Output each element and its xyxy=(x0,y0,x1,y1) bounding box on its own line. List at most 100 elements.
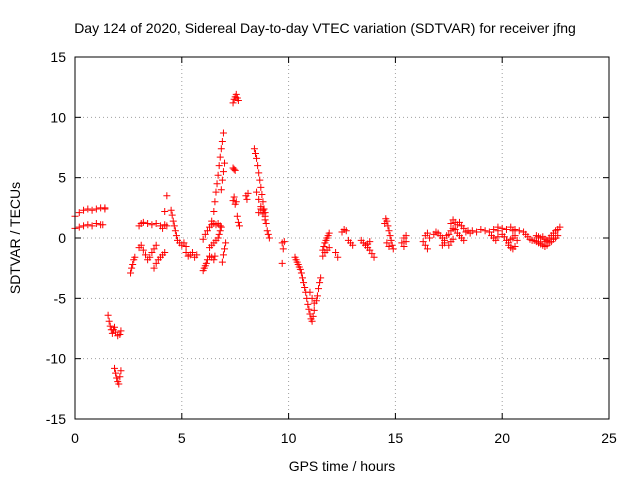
data-point xyxy=(325,244,333,252)
x-tick-label: 25 xyxy=(601,430,617,446)
data-point xyxy=(259,198,267,206)
data-point xyxy=(386,232,394,240)
data-points xyxy=(71,90,564,388)
data-point xyxy=(492,236,500,244)
data-point xyxy=(300,279,308,287)
data-point xyxy=(88,206,96,214)
data-point xyxy=(256,176,264,184)
data-point xyxy=(180,239,188,247)
data-point xyxy=(511,232,519,240)
data-point xyxy=(490,226,498,234)
data-point xyxy=(203,227,211,235)
data-point xyxy=(219,168,227,176)
data-point xyxy=(215,230,223,238)
data-point xyxy=(217,145,225,153)
y-tick-label: -15 xyxy=(46,411,66,427)
data-point xyxy=(150,264,158,272)
data-point xyxy=(261,209,269,217)
data-point xyxy=(455,218,463,226)
data-point xyxy=(182,242,190,250)
data-point xyxy=(137,241,145,249)
data-point xyxy=(387,236,395,244)
data-point xyxy=(221,159,229,167)
data-point xyxy=(316,279,324,287)
data-point xyxy=(255,209,263,217)
x-tick-label: 10 xyxy=(281,430,297,446)
data-point xyxy=(212,188,220,196)
data-point xyxy=(264,230,272,238)
data-point xyxy=(105,317,113,325)
data-point xyxy=(117,327,125,335)
data-point xyxy=(229,197,237,205)
data-point xyxy=(117,367,125,375)
data-point xyxy=(308,317,316,325)
x-tick-label: 5 xyxy=(178,430,186,446)
data-point xyxy=(84,221,92,229)
data-point xyxy=(473,228,481,236)
data-point xyxy=(366,238,374,246)
data-point xyxy=(451,226,459,234)
data-point xyxy=(280,238,288,246)
data-point xyxy=(115,380,123,388)
x-tick-label: 20 xyxy=(494,430,510,446)
data-point xyxy=(385,227,393,235)
data-point xyxy=(150,245,158,253)
data-point xyxy=(116,373,124,381)
data-point xyxy=(385,242,393,250)
data-point xyxy=(193,251,201,259)
y-tick-label: 10 xyxy=(50,109,66,125)
data-point xyxy=(131,253,139,261)
data-point xyxy=(159,224,167,232)
data-point xyxy=(258,191,266,199)
data-point xyxy=(298,274,306,282)
data-point xyxy=(188,248,196,256)
data-point xyxy=(494,223,502,231)
data-point xyxy=(222,239,230,247)
data-point xyxy=(502,226,510,234)
data-point xyxy=(445,241,453,249)
data-point xyxy=(168,211,176,219)
data-point xyxy=(315,285,323,293)
data-point xyxy=(104,311,112,319)
data-point xyxy=(141,251,149,259)
data-point xyxy=(172,232,180,240)
data-point xyxy=(485,228,493,236)
data-point xyxy=(128,264,136,272)
data-point xyxy=(251,150,259,158)
data-point xyxy=(221,245,229,253)
data-point xyxy=(152,241,160,249)
data-point xyxy=(500,233,508,241)
data-point xyxy=(211,252,219,260)
data-point xyxy=(312,297,320,305)
data-point xyxy=(106,322,114,330)
data-point xyxy=(309,312,317,320)
y-tick-label: 15 xyxy=(50,49,66,65)
data-point xyxy=(308,294,316,302)
data-point xyxy=(556,223,564,231)
data-point xyxy=(423,245,431,253)
data-point xyxy=(233,212,241,220)
data-point xyxy=(152,220,160,228)
data-point xyxy=(383,239,391,247)
data-point xyxy=(250,145,258,153)
data-point xyxy=(218,137,226,145)
data-point xyxy=(325,229,333,237)
y-tick-label: -10 xyxy=(46,351,66,367)
data-point xyxy=(317,274,325,282)
data-point xyxy=(129,261,137,269)
data-point xyxy=(161,248,169,256)
data-point xyxy=(400,242,408,250)
data-point xyxy=(254,162,262,170)
y-tick-labels: -15 -10 -5 0 5 10 15 xyxy=(46,49,66,427)
axis-ticks xyxy=(74,56,610,420)
data-point xyxy=(148,248,156,256)
data-point xyxy=(208,217,216,225)
data-point xyxy=(349,241,357,249)
data-point xyxy=(477,226,485,234)
data-point xyxy=(460,236,468,244)
data-point xyxy=(232,90,240,98)
x-axis-label: GPS time / hours xyxy=(289,458,396,474)
data-point xyxy=(334,253,342,261)
data-point xyxy=(513,236,521,244)
